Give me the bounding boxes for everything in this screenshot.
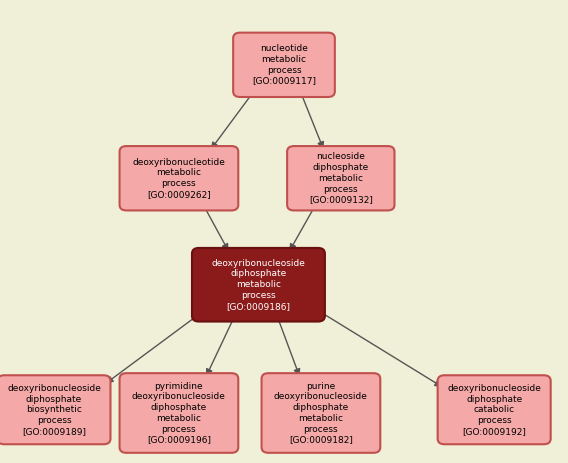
FancyBboxPatch shape <box>287 146 394 210</box>
Text: nucleoside
diphosphate
metabolic
process
[GO:0009132]: nucleoside diphosphate metabolic process… <box>309 152 373 204</box>
Text: deoxyribonucleoside
diphosphate
metabolic
process
[GO:0009186]: deoxyribonucleoside diphosphate metaboli… <box>211 259 306 311</box>
FancyBboxPatch shape <box>192 248 325 321</box>
Text: purine
deoxyribonucleoside
diphosphate
metabolic
process
[GO:0009182]: purine deoxyribonucleoside diphosphate m… <box>274 382 368 444</box>
FancyBboxPatch shape <box>438 375 550 444</box>
Text: deoxyribonucleoside
diphosphate
catabolic
process
[GO:0009192]: deoxyribonucleoside diphosphate cataboli… <box>447 384 541 436</box>
FancyBboxPatch shape <box>119 373 239 453</box>
Text: pyrimidine
deoxyribonucleoside
diphosphate
metabolic
process
[GO:0009196]: pyrimidine deoxyribonucleoside diphospha… <box>132 382 226 444</box>
FancyBboxPatch shape <box>0 375 110 444</box>
Text: deoxyribonucleoside
diphosphate
biosynthetic
process
[GO:0009189]: deoxyribonucleoside diphosphate biosynth… <box>7 384 101 436</box>
Text: deoxyribonucleotide
metabolic
process
[GO:0009262]: deoxyribonucleotide metabolic process [G… <box>132 157 225 199</box>
FancyBboxPatch shape <box>233 32 335 97</box>
FancyBboxPatch shape <box>261 373 381 453</box>
FancyBboxPatch shape <box>119 146 239 210</box>
Text: nucleotide
metabolic
process
[GO:0009117]: nucleotide metabolic process [GO:0009117… <box>252 44 316 86</box>
